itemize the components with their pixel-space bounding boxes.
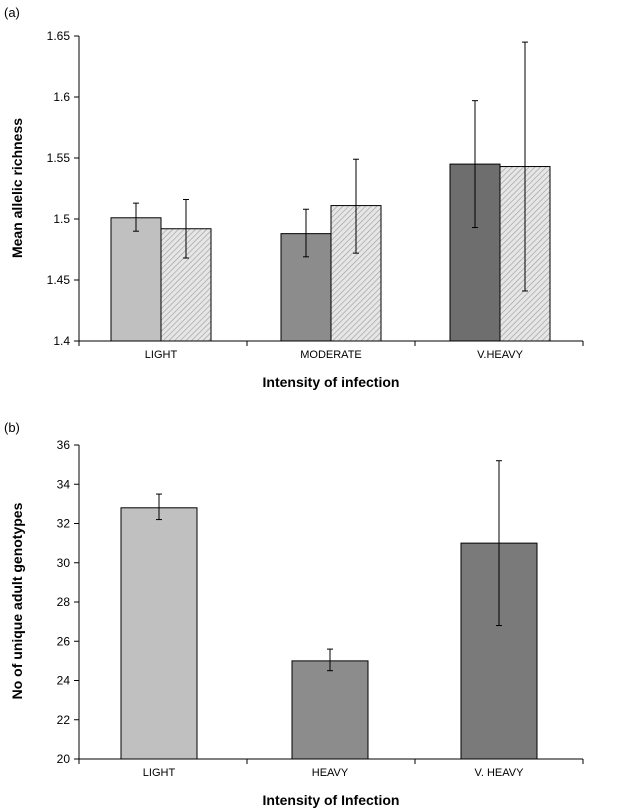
y-tick-label: 24 — [57, 674, 71, 688]
y-tick-label: 1.6 — [53, 90, 70, 104]
x-category-label: LIGHT — [145, 349, 178, 361]
y-tick-label: 36 — [57, 438, 71, 452]
y-tick-label: 26 — [57, 634, 71, 648]
y-tick-label: 1.55 — [47, 151, 71, 165]
y-tick-label: 20 — [57, 752, 71, 766]
y-tick-label: 1.65 — [47, 29, 71, 43]
chart-panel-a: (a) 1.4 1.45 1.5 1.55 1.6 1.65 LIGHT MODERATE V.H… — [4, 5, 584, 390]
y-tick-label: 22 — [57, 713, 71, 727]
x-category-label: HEAVY — [312, 767, 349, 779]
bar — [110, 217, 162, 342]
panel-label: (a) — [4, 5, 20, 20]
y-tick-label: 28 — [57, 595, 71, 609]
x-category-label: V. HEAVY — [475, 767, 525, 779]
y-axis-title: Mean allelic richness — [9, 118, 25, 258]
x-category-label: LIGHT — [143, 767, 176, 779]
bar — [291, 660, 369, 760]
x-category-label: V.HEAVY — [477, 349, 524, 361]
y-tick-label: 34 — [57, 477, 71, 491]
panel-label: (b) — [4, 420, 20, 435]
x-category-label: MODERATE — [300, 349, 362, 361]
y-axis-title: No of unique adult genotypes — [9, 502, 25, 699]
y-tick-label: 1.5 — [53, 212, 70, 226]
y-tick-label: 1.45 — [47, 273, 71, 287]
y-tick-label: 32 — [57, 517, 71, 531]
x-axis-title: Intensity of Infection — [263, 792, 400, 808]
chart-panel-b: (b) 20 22 24 26 28 30 32 34 36 LIGHT HEAVY V. HEAVY I… — [4, 420, 584, 808]
y-tick-label: 1.4 — [53, 334, 70, 348]
x-axis-title: Intensity of infection — [263, 374, 400, 390]
y-tick-label: 30 — [57, 556, 71, 570]
bar — [120, 507, 198, 760]
